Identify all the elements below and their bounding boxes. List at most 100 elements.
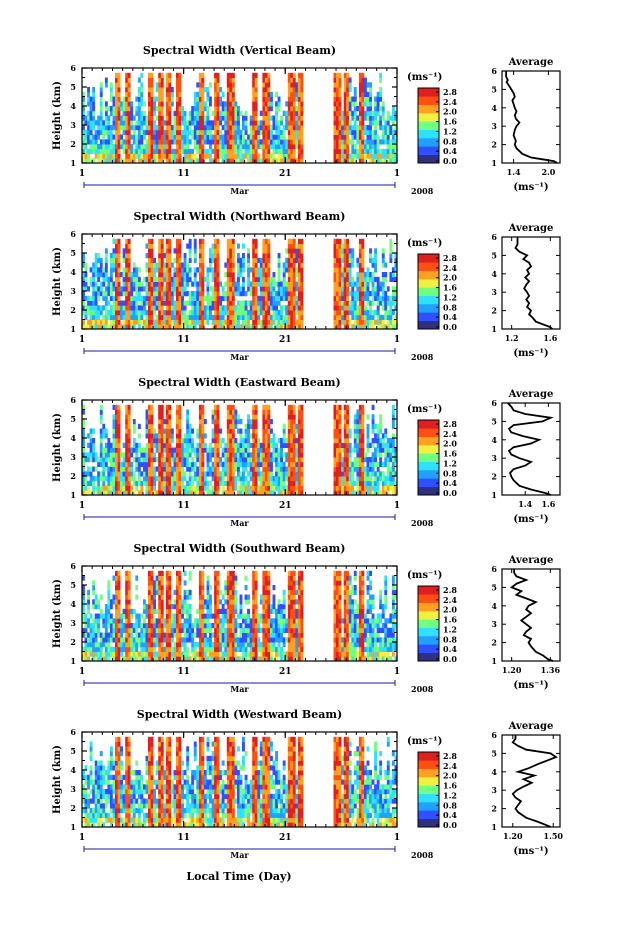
heatmap-cell xyxy=(336,281,339,287)
heatmap-cell xyxy=(231,144,235,150)
heatmap-cell xyxy=(290,414,294,420)
heatmap-cell xyxy=(234,134,238,140)
heatmap-cell xyxy=(140,490,144,496)
heatmap-cell xyxy=(216,96,220,102)
heatmap-cell xyxy=(343,134,347,140)
heatmap-cell xyxy=(254,476,258,482)
heatmap-cell xyxy=(115,447,118,453)
heatmap-cell xyxy=(203,106,207,112)
heatmap-cell xyxy=(216,272,220,278)
heatmap-cell xyxy=(282,158,286,164)
x-tick-label: 11 xyxy=(177,335,190,345)
heatmap-cell xyxy=(107,466,111,472)
heatmap-cell xyxy=(198,272,202,278)
heatmap-cell xyxy=(262,110,266,116)
heatmap-cell xyxy=(104,129,108,135)
heatmap-cell xyxy=(211,476,215,482)
heatmap-cell xyxy=(196,281,200,287)
heatmap-cell xyxy=(257,310,261,316)
heatmap-cell xyxy=(242,466,245,472)
heatmap-cell xyxy=(300,257,304,263)
heatmap-cell xyxy=(229,295,233,301)
heatmap-cell xyxy=(120,314,123,320)
heatmap-cell xyxy=(356,485,360,491)
heatmap-cell xyxy=(221,438,225,444)
heatmap-cell xyxy=(181,442,184,448)
colorbar-swatch xyxy=(418,295,439,305)
heatmap-cell xyxy=(97,148,101,154)
heatmap-cell xyxy=(143,319,146,325)
heatmap-cell xyxy=(264,148,268,154)
heatmap-cell xyxy=(336,77,339,83)
heatmap-cell xyxy=(300,409,304,415)
heatmap-cell xyxy=(183,281,187,287)
heatmap-cell xyxy=(117,139,121,145)
heatmap-cell xyxy=(282,490,286,496)
heatmap-cell xyxy=(280,476,283,482)
heatmap-cell xyxy=(267,457,271,463)
heatmap-cell xyxy=(120,144,123,150)
heatmap-cell xyxy=(97,158,101,164)
heatmap-cell xyxy=(214,267,217,273)
heatmap-cell xyxy=(170,457,174,463)
heatmap-cell xyxy=(262,447,266,453)
heatmap-cell xyxy=(115,286,118,292)
heatmap-cell xyxy=(135,125,139,131)
heatmap-cell xyxy=(178,125,182,131)
heatmap-cell xyxy=(216,276,220,282)
heatmap-cell xyxy=(214,452,217,458)
heatmap-cell xyxy=(176,238,179,244)
colorbar-tick-label: 2.8 xyxy=(443,87,457,97)
heatmap-cell xyxy=(292,419,296,425)
heatmap-cell xyxy=(338,466,342,472)
heatmap-cell xyxy=(117,319,121,325)
heatmap-cell xyxy=(277,466,281,472)
heatmap-cell xyxy=(221,134,225,140)
heatmap-cell xyxy=(155,319,159,325)
heatmap-cell xyxy=(252,419,256,425)
heatmap-cell xyxy=(214,457,217,463)
heatmap-cell xyxy=(224,461,228,467)
heatmap-cell xyxy=(356,305,360,311)
heatmap-cell xyxy=(170,310,174,316)
heatmap-cell xyxy=(353,153,357,159)
heatmap-cell xyxy=(297,87,301,93)
heatmap-cell xyxy=(143,276,146,282)
heatmap-cell xyxy=(178,295,182,301)
heatmap-cell xyxy=(364,115,367,121)
heatmap-cell xyxy=(97,490,101,496)
heatmap-cell xyxy=(234,110,238,116)
heatmap-cell xyxy=(292,423,296,429)
heatmap-cell xyxy=(148,96,151,102)
heatmap-cell xyxy=(384,305,388,311)
heatmap-cell xyxy=(209,139,212,145)
heatmap-cell xyxy=(84,267,88,273)
heatmap-cell xyxy=(211,433,215,439)
heatmap-cell xyxy=(231,101,235,107)
heatmap-cell xyxy=(97,291,101,297)
heatmap-cell xyxy=(297,447,301,453)
heatmap-cell xyxy=(137,324,141,330)
heatmap-cell xyxy=(127,423,131,429)
heatmap-cell xyxy=(231,286,235,292)
heatmap-cell xyxy=(158,461,162,467)
heatmap-cell xyxy=(165,428,169,434)
heatmap-cell xyxy=(112,442,116,448)
heatmap-cell xyxy=(188,139,192,145)
heatmap-cell xyxy=(125,324,129,330)
heatmap-cell xyxy=(203,305,207,311)
heatmap-cell xyxy=(257,447,261,453)
heatmap-cell xyxy=(201,442,205,448)
heatmap-cell xyxy=(252,480,256,486)
heatmap-cell xyxy=(229,447,233,453)
heatmap-cell xyxy=(374,310,377,316)
heatmap-cell xyxy=(237,106,240,112)
heatmap-cell xyxy=(160,310,164,316)
heatmap-cell xyxy=(104,324,108,330)
heatmap-cell xyxy=(221,153,225,159)
heatmap-cell xyxy=(391,324,395,330)
heatmap-cell xyxy=(338,281,342,287)
heatmap-cell xyxy=(336,461,339,467)
heatmap-cell xyxy=(239,257,243,263)
heatmap-cell xyxy=(168,262,172,268)
